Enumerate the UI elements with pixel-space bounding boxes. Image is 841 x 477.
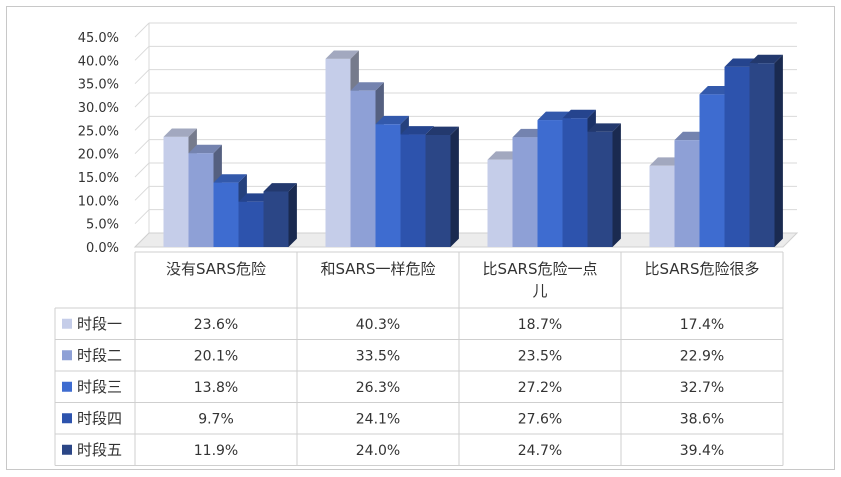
legend-swatch (62, 318, 72, 329)
bar-top (425, 126, 459, 135)
gridline-depth (134, 115, 150, 131)
bar-top (562, 109, 596, 119)
legend-label: 时段二 (77, 346, 122, 364)
legend-label: 时段五 (77, 441, 122, 459)
data-label: 27.2% (518, 380, 562, 396)
bar (749, 63, 775, 248)
data-label: 23.5% (518, 348, 562, 364)
y-tick-label: 0.0% (86, 241, 119, 256)
data-label: 13.8% (194, 380, 238, 396)
data-label: 11.9% (194, 443, 238, 459)
bar (263, 191, 289, 247)
data-label: 22.9% (680, 348, 724, 364)
data-label: 24.7% (518, 443, 562, 459)
bar-top (163, 128, 197, 137)
bar (649, 165, 675, 247)
bar-top (350, 82, 384, 91)
gridline-depth (134, 22, 150, 38)
category-label: 比SARS危险很多 (644, 260, 759, 278)
data-label: 24.0% (356, 443, 400, 459)
bar (724, 66, 750, 247)
bar (487, 159, 513, 247)
data-label: 26.3% (356, 380, 400, 396)
bar-top (375, 115, 409, 125)
bar (163, 136, 189, 247)
gridline-depth (134, 92, 150, 108)
gridline-depth (134, 209, 150, 225)
legend-swatch (62, 413, 72, 424)
gridline-depth (134, 185, 150, 201)
legend-swatch (62, 350, 72, 361)
bar (188, 153, 214, 247)
gridline-depth (134, 162, 150, 178)
category-label: 儿 (532, 282, 547, 300)
bar (562, 118, 588, 247)
y-tick-label: 10.0% (78, 194, 119, 209)
legend-swatch (62, 444, 72, 455)
bar (325, 58, 351, 247)
data-label: 38.6% (680, 411, 724, 427)
gridline-depth (134, 45, 150, 61)
y-tick-label: 20.0% (78, 148, 119, 163)
data-label: 18.7% (518, 317, 562, 333)
bar (587, 131, 613, 247)
data-label: 23.6% (194, 317, 238, 333)
bar-side (612, 123, 621, 247)
y-tick-label: 5.0% (86, 218, 119, 233)
bar-top (537, 111, 571, 121)
bar-top (213, 174, 247, 183)
y-tick-label: 15.0% (78, 171, 119, 186)
gridline-depth (134, 139, 150, 155)
bar (537, 120, 563, 247)
legend-label: 时段四 (77, 409, 122, 427)
bar (674, 140, 700, 247)
data-label: 39.4% (680, 443, 724, 459)
y-tick-label: 25.0% (78, 124, 119, 139)
bar-side (288, 183, 297, 247)
gridline-depth (134, 69, 150, 85)
data-label: 27.6% (518, 411, 562, 427)
legend-label: 时段一 (77, 315, 122, 333)
y-tick-label: 45.0% (78, 31, 119, 46)
data-label: 17.4% (680, 317, 724, 333)
category-label: 没有SARS危险 (166, 260, 266, 278)
bar-top (263, 183, 297, 192)
y-tick-label: 35.0% (78, 78, 119, 93)
y-tick-label: 40.0% (78, 54, 119, 69)
bar-side (450, 126, 459, 247)
bar-top (325, 50, 359, 59)
bar (238, 201, 264, 247)
legend-label: 时段三 (77, 378, 122, 396)
data-label: 33.5% (356, 348, 400, 364)
data-label: 32.7% (680, 380, 724, 396)
bar (425, 135, 451, 247)
bar (213, 182, 239, 247)
bar (350, 90, 376, 248)
bar-top (587, 123, 621, 132)
bar (375, 124, 401, 247)
category-label: 比SARS危险一点 (482, 260, 597, 278)
legend-swatch (62, 381, 72, 392)
bar-side (774, 54, 783, 247)
bar-top (749, 54, 783, 64)
bar (512, 137, 538, 247)
data-label: 20.1% (194, 348, 238, 364)
data-label: 40.3% (356, 317, 400, 333)
data-label: 24.1% (356, 411, 400, 427)
bar (699, 94, 725, 248)
bar-top (188, 144, 222, 154)
category-label: 和SARS一样危险 (320, 260, 435, 278)
bar-top (400, 126, 434, 135)
bar (400, 134, 426, 247)
y-tick-label: 30.0% (78, 101, 119, 116)
data-label: 9.7% (198, 411, 234, 427)
